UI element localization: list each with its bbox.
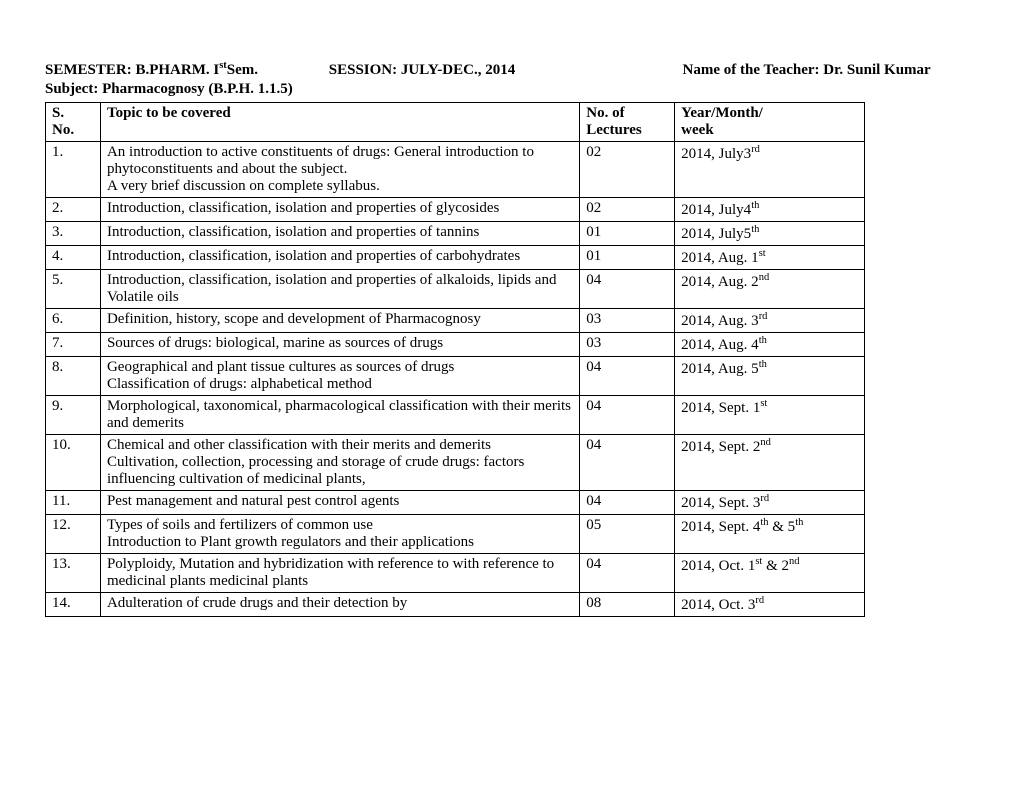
cell-topic: Introduction, classification, isolation … — [100, 198, 579, 222]
cell-week: 2014, Aug. 4th — [675, 333, 865, 357]
cell-lectures: 04 — [580, 270, 675, 309]
cell-topic: Geographical and plant tissue cultures a… — [100, 357, 579, 396]
cell-week: 2014, Sept. 2nd — [675, 435, 865, 491]
table-row: 6.Definition, history, scope and develop… — [46, 309, 865, 333]
table-row: 13.Polyploidy, Mutation and hybridizatio… — [46, 554, 865, 593]
cell-lectures: 04 — [580, 357, 675, 396]
col-lectures: No. ofLectures — [580, 103, 675, 142]
cell-lectures: 03 — [580, 333, 675, 357]
cell-topic: Adulteration of crude drugs and their de… — [100, 593, 579, 617]
cell-lectures: 02 — [580, 142, 675, 198]
cell-topic: Types of soils and fertilizers of common… — [100, 515, 579, 554]
cell-sno: 3. — [46, 222, 101, 246]
cell-topic: Chemical and other classification with t… — [100, 435, 579, 491]
session-label: SESSION: JULY-DEC., 2014 — [329, 62, 679, 79]
cell-week: 2014, Oct. 3rd — [675, 593, 865, 617]
table-row: 11.Pest management and natural pest cont… — [46, 491, 865, 515]
cell-sno: 7. — [46, 333, 101, 357]
cell-sno: 2. — [46, 198, 101, 222]
cell-sno: 14. — [46, 593, 101, 617]
cell-topic: Definition, history, scope and developme… — [100, 309, 579, 333]
cell-lectures: 01 — [580, 222, 675, 246]
cell-week: 2014, July3rd — [675, 142, 865, 198]
cell-topic: Introduction, classification, isolation … — [100, 246, 579, 270]
cell-sno: 11. — [46, 491, 101, 515]
semester-label: SEMESTER: B.PHARM. Ist Sem. — [45, 60, 325, 79]
table-row: 2.Introduction, classification, isolatio… — [46, 198, 865, 222]
table-row: 4.Introduction, classification, isolatio… — [46, 246, 865, 270]
cell-topic: Introduction, classification, isolation … — [100, 270, 579, 309]
cell-topic: Introduction, classification, isolation … — [100, 222, 579, 246]
cell-sno: 13. — [46, 554, 101, 593]
subject-label: Subject: Pharmacognosy (B.P.H. 1.1.5) — [45, 81, 975, 98]
cell-sno: 6. — [46, 309, 101, 333]
cell-week: 2014, Aug. 1st — [675, 246, 865, 270]
cell-sno: 9. — [46, 396, 101, 435]
table-row: 1.An introduction to active constituents… — [46, 142, 865, 198]
cell-week: 2014, Sept. 1st — [675, 396, 865, 435]
cell-lectures: 04 — [580, 435, 675, 491]
cell-sno: 8. — [46, 357, 101, 396]
col-topic: Topic to be covered — [100, 103, 579, 142]
table-row: 5.Introduction, classification, isolatio… — [46, 270, 865, 309]
cell-lectures: 04 — [580, 396, 675, 435]
table-row: 9.Morphological, taxonomical, pharmacolo… — [46, 396, 865, 435]
table-row: 8.Geographical and plant tissue cultures… — [46, 357, 865, 396]
table-row: 14.Adulteration of crude drugs and their… — [46, 593, 865, 617]
cell-sno: 5. — [46, 270, 101, 309]
cell-sno: 12. — [46, 515, 101, 554]
cell-week: 2014, July5th — [675, 222, 865, 246]
table-row: 10.Chemical and other classification wit… — [46, 435, 865, 491]
table-header-row: S.No. Topic to be covered No. ofLectures… — [46, 103, 865, 142]
cell-topic: An introduction to active constituents o… — [100, 142, 579, 198]
col-sno: S.No. — [46, 103, 101, 142]
cell-sno: 10. — [46, 435, 101, 491]
syllabus-table: S.No. Topic to be covered No. ofLectures… — [45, 102, 865, 617]
col-week: Year/Month/week — [675, 103, 865, 142]
cell-lectures: 05 — [580, 515, 675, 554]
table-row: 3.Introduction, classification, isolatio… — [46, 222, 865, 246]
teacher-label: Name of the Teacher: Dr. Sunil Kumar — [683, 62, 931, 79]
cell-lectures: 08 — [580, 593, 675, 617]
table-row: 7.Sources of drugs: biological, marine a… — [46, 333, 865, 357]
cell-lectures: 01 — [580, 246, 675, 270]
cell-sno: 1. — [46, 142, 101, 198]
cell-lectures: 04 — [580, 554, 675, 593]
cell-topic: Morphological, taxonomical, pharmacologi… — [100, 396, 579, 435]
cell-lectures: 04 — [580, 491, 675, 515]
cell-sno: 4. — [46, 246, 101, 270]
header-line-1: SEMESTER: B.PHARM. Ist Sem. SESSION: JUL… — [45, 60, 975, 79]
cell-topic: Polyploidy, Mutation and hybridization w… — [100, 554, 579, 593]
cell-lectures: 03 — [580, 309, 675, 333]
cell-week: 2014, Aug. 5th — [675, 357, 865, 396]
cell-topic: Pest management and natural pest control… — [100, 491, 579, 515]
cell-week: 2014, Sept. 3rd — [675, 491, 865, 515]
cell-week: 2014, Sept. 4th & 5th — [675, 515, 865, 554]
cell-lectures: 02 — [580, 198, 675, 222]
cell-week: 2014, Oct. 1st & 2nd — [675, 554, 865, 593]
table-row: 12.Types of soils and fertilizers of com… — [46, 515, 865, 554]
cell-week: 2014, July4th — [675, 198, 865, 222]
cell-week: 2014, Aug. 2nd — [675, 270, 865, 309]
cell-topic: Sources of drugs: biological, marine as … — [100, 333, 579, 357]
cell-week: 2014, Aug. 3rd — [675, 309, 865, 333]
